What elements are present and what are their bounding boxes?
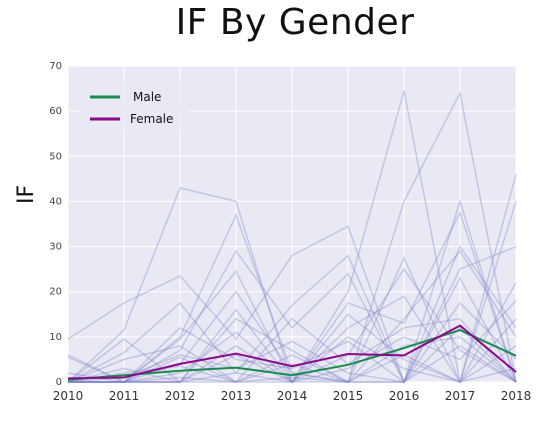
y-tick-label-4: 40 — [49, 196, 62, 207]
series-lines — [67, 324, 517, 381]
x-tick-label-8: 2018 — [501, 389, 532, 403]
y-tick-label-3: 30 — [49, 242, 62, 253]
background-line-1 — [67, 90, 517, 384]
background-line-19 — [68, 354, 517, 383]
x-ticks: 2010 2011 2012 2013 2014 2015 2016 2017 2018 — [53, 389, 532, 403]
background-line-4 — [67, 210, 517, 384]
series-line-female — [67, 324, 517, 380]
legend-label-female: Female — [130, 112, 173, 126]
x-tick-label-7: 2017 — [445, 389, 476, 403]
background-line-2 — [67, 90, 517, 383]
x-tick-label-2: 2012 — [165, 389, 196, 403]
x-tick-label-3: 2013 — [221, 389, 252, 403]
x-tick-label-6: 2016 — [389, 389, 420, 403]
background-line-10 — [67, 336, 517, 383]
background-line-17 — [68, 300, 517, 383]
background-line-16 — [68, 290, 517, 383]
background-line-9 — [68, 301, 517, 384]
y-tick-label-2: 20 — [49, 287, 62, 298]
y-tick-label-7: 70 — [49, 61, 62, 72]
y-tick-label-6: 60 — [49, 106, 62, 117]
background-line-14 — [68, 249, 517, 383]
background-line-13 — [68, 267, 517, 383]
legend-box — [80, 82, 190, 130]
x-tick-label-1: 2011 — [109, 389, 140, 403]
chart-title: IF By Gender — [175, 2, 415, 43]
background-line-15 — [67, 335, 517, 383]
background-line-12 — [67, 276, 517, 383]
background-line-18 — [68, 345, 517, 383]
background-line-11 — [68, 313, 517, 383]
y-tick-label-1: 10 — [49, 332, 62, 343]
x-tick-label-5: 2015 — [333, 389, 364, 403]
x-tick-label-0: 2010 — [53, 389, 84, 403]
legend-label-male: Male — [133, 90, 161, 104]
background-line-5 — [67, 201, 517, 385]
background-line-6 — [68, 245, 517, 384]
legend: Male Female — [80, 82, 190, 130]
background-line-0 — [67, 198, 517, 385]
y-tick-label-5: 50 — [49, 151, 62, 162]
y-tick-label-0: 0 — [56, 377, 62, 388]
background-line-3 — [67, 245, 517, 384]
x-tick-label-4: 2014 — [277, 389, 308, 403]
y-ticks: 0 10 20 30 40 50 60 70 — [49, 61, 62, 388]
